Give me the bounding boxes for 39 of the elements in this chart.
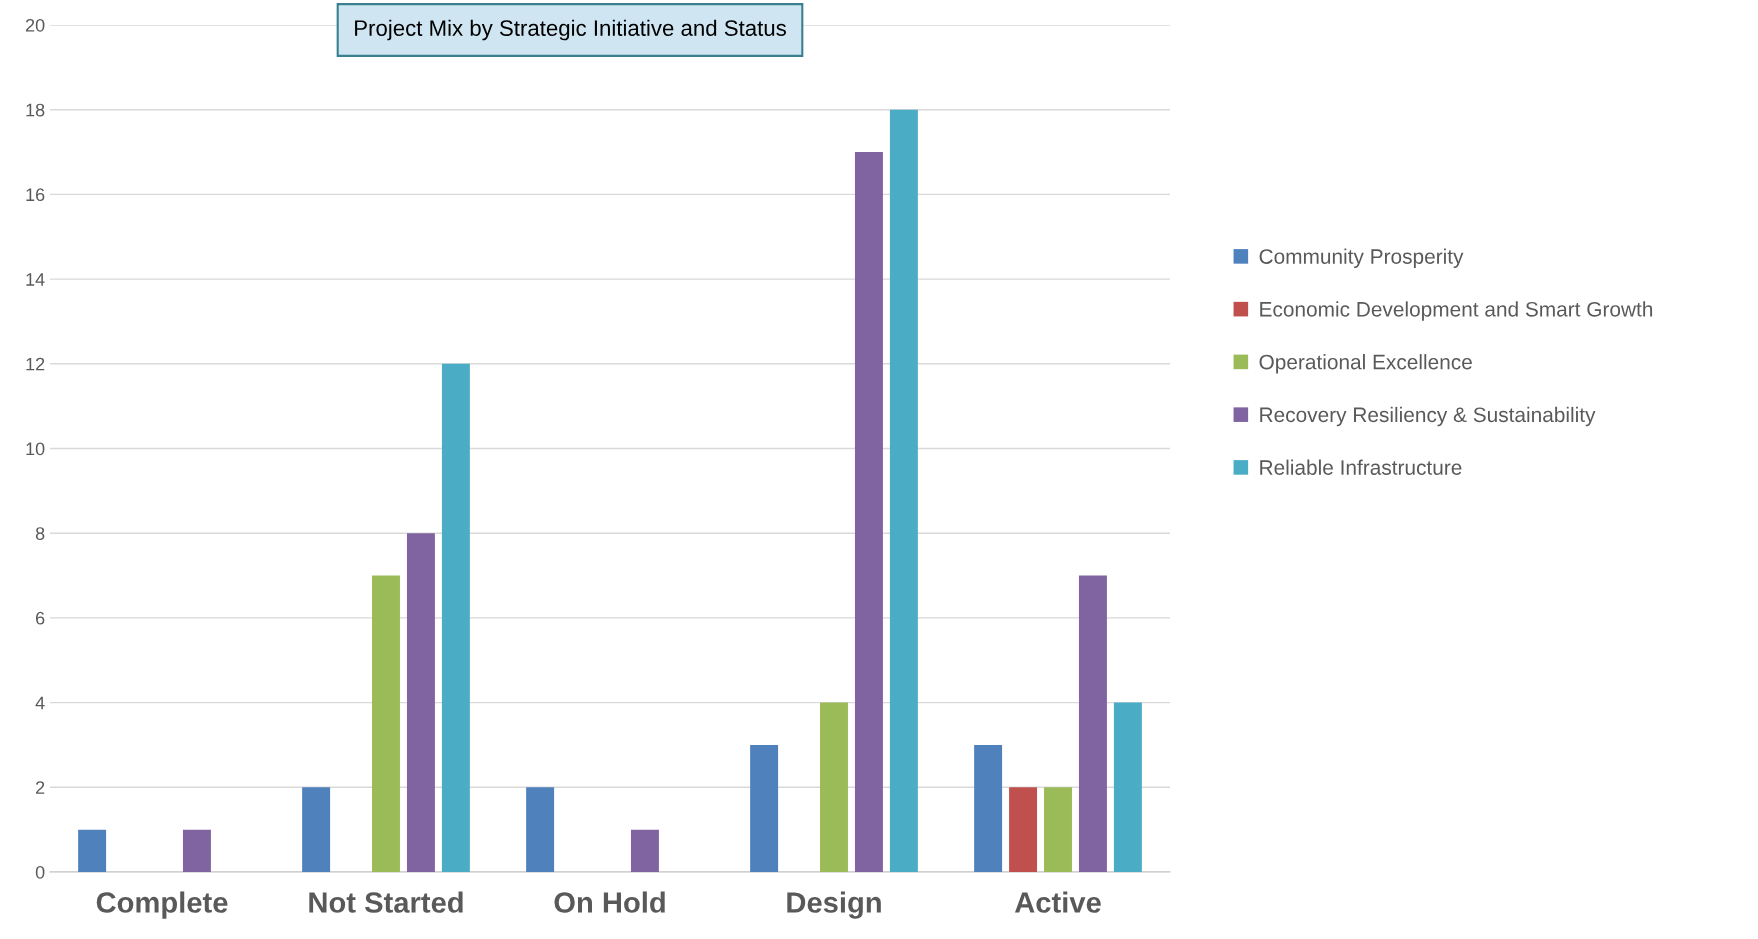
bar: [974, 744, 1003, 872]
bar: [750, 744, 779, 872]
bar: [406, 533, 435, 872]
y-tick-label: 0: [35, 865, 45, 879]
chart-title: Project Mix by Strategic Initiative and Status: [355, 19, 786, 41]
x-tick-label: Complete: [96, 891, 228, 919]
bar: [820, 702, 848, 872]
bar: [372, 575, 400, 872]
bar: [182, 829, 211, 872]
bar: [1078, 575, 1107, 872]
legend-label: Recovery Resiliency & Sustainability: [1260, 406, 1596, 427]
bar: [1009, 787, 1038, 872]
bar: [1044, 787, 1072, 872]
legend-label: Economic Development and Smart Growth: [1260, 301, 1653, 321]
legend-label: Community Prosperity: [1259, 248, 1464, 268]
bar: [526, 787, 555, 872]
y-tick-label: 14: [26, 273, 45, 286]
bar: [854, 152, 883, 872]
bar: [630, 829, 659, 872]
y-tick-label: 2: [36, 781, 45, 794]
bar: [441, 363, 470, 872]
legend-label: Operational Excellence: [1259, 354, 1472, 374]
x-tick-label: Not Started: [309, 891, 463, 913]
bar: [1113, 702, 1142, 872]
bar: [78, 829, 107, 872]
y-tick-label: 4: [35, 696, 45, 710]
y-tick-label: 6: [36, 611, 45, 625]
y-tick-label: 12: [26, 357, 45, 371]
legend-label: Reliable Infrastructure: [1260, 459, 1462, 475]
y-tick-label: 16: [26, 188, 45, 202]
x-tick-label: Design: [787, 891, 881, 919]
y-tick-label: 10: [26, 442, 45, 456]
bar: [302, 787, 331, 872]
bar: [889, 109, 918, 872]
x-tick-label: On Hold: [554, 891, 665, 913]
y-tick-label: 20: [25, 18, 45, 32]
x-tick-label: Active: [1014, 891, 1101, 913]
y-tick-label: 18: [26, 103, 45, 117]
y-tick-label: 8: [35, 527, 45, 540]
